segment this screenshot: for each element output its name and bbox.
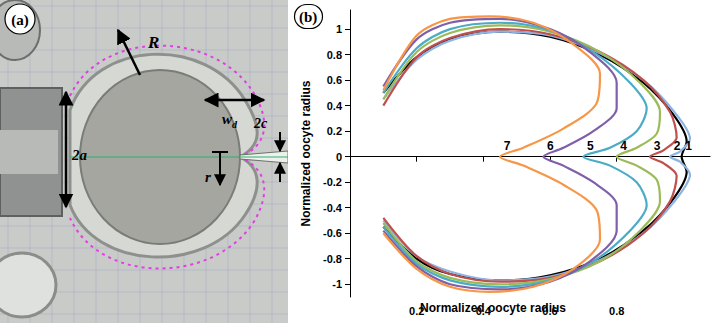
svg-text:2a: 2a — [71, 147, 88, 163]
svg-text:R: R — [147, 33, 159, 52]
svg-text:0.6: 0.6 — [327, 74, 342, 86]
svg-text:1: 1 — [336, 23, 342, 35]
svg-text:wd: wd — [222, 111, 238, 130]
svg-text:-0.4: -0.4 — [323, 202, 343, 214]
svg-text:(a): (a) — [11, 12, 29, 29]
svg-text:1: 1 — [685, 139, 692, 153]
svg-text:(b): (b) — [299, 9, 317, 26]
svg-text:4: 4 — [620, 139, 627, 153]
svg-text:Normalized oocyte radius: Normalized oocyte radius — [420, 301, 566, 315]
svg-text:3: 3 — [654, 139, 661, 153]
svg-text:6: 6 — [547, 139, 554, 153]
svg-text:0: 0 — [336, 151, 342, 163]
svg-text:2c: 2c — [253, 116, 268, 131]
svg-text:0.2: 0.2 — [409, 304, 425, 317]
svg-text:0.4: 0.4 — [327, 100, 343, 112]
svg-text:-0.8: -0.8 — [323, 253, 342, 265]
svg-text:5: 5 — [587, 139, 594, 153]
svg-text:0.2: 0.2 — [327, 125, 342, 137]
svg-text:-1: -1 — [332, 278, 342, 290]
svg-text:-0.2: -0.2 — [323, 176, 342, 188]
svg-text:Normalized oocyte radius: Normalized oocyte radius — [299, 80, 313, 226]
svg-text:2: 2 — [674, 139, 681, 153]
svg-text:r: r — [205, 169, 211, 185]
svg-text:0.8: 0.8 — [327, 49, 342, 61]
svg-text:7: 7 — [504, 139, 511, 153]
svg-text:0.8: 0.8 — [609, 305, 624, 317]
svg-text:-0.6: -0.6 — [323, 227, 342, 239]
